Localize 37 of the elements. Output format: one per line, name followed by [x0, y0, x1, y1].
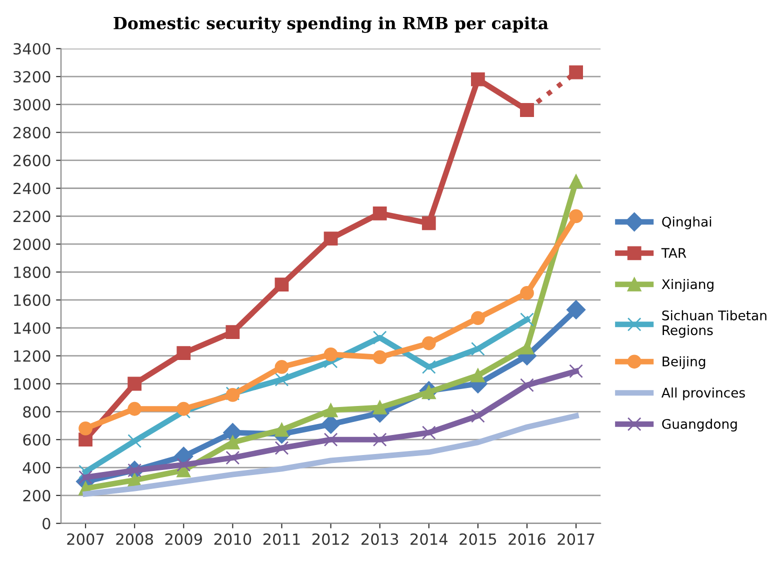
legend-label: Beijing	[662, 356, 706, 369]
x-tick-label: 2015	[460, 533, 496, 545]
legend-label: Xinjiang	[662, 278, 714, 292]
y-tick-label: 3200	[14, 71, 50, 83]
x-tick-label: 2012	[312, 533, 349, 545]
y-tick-label: 3400	[14, 43, 50, 55]
x-tick-label: 2010	[214, 533, 252, 545]
x-tick-label: 2007	[67, 533, 104, 545]
x-tick-label: 2016	[508, 533, 546, 545]
y-tick-label: 1800	[14, 266, 50, 278]
x-tick-label: 2009	[165, 533, 202, 545]
y-tick-label: 2000	[14, 238, 50, 250]
y-tick-label: 800	[23, 406, 50, 418]
y-tick-label: 1200	[14, 350, 50, 362]
y-tick-label: 400	[22, 462, 50, 474]
y-tick-label: 200	[23, 490, 50, 502]
y-tick-label: 2400	[14, 182, 50, 194]
y-tick-label: 2200	[14, 210, 50, 222]
x-tick-label: 2017	[558, 533, 594, 545]
x-tick-label: 2014	[410, 533, 448, 545]
y-tick-label: 1600	[14, 294, 50, 306]
x-tick-label: 2013	[362, 533, 398, 545]
legend-label: Qinghai	[662, 216, 712, 230]
x-tick-label: 2008	[116, 533, 153, 545]
y-tick-label: 2600	[14, 154, 50, 166]
legend-label: All provinces	[661, 387, 745, 400]
legend-label: Sichuan Tibetan Regions	[662, 310, 766, 338]
y-tick-label: 1000	[14, 378, 50, 390]
chart-title: Domestic security spending in RMB per capita	[114, 16, 548, 33]
x-tick-label: 2011	[263, 533, 300, 545]
y-tick-label: 0	[42, 518, 50, 530]
y-tick-label: 3000	[14, 98, 50, 110]
legend-label: TAR	[661, 248, 686, 258]
y-tick-label: 1400	[14, 322, 50, 334]
legend-label: Guangdong	[662, 418, 737, 432]
y-tick-label: 600	[23, 434, 50, 446]
y-tick-label: 2800	[14, 126, 50, 138]
